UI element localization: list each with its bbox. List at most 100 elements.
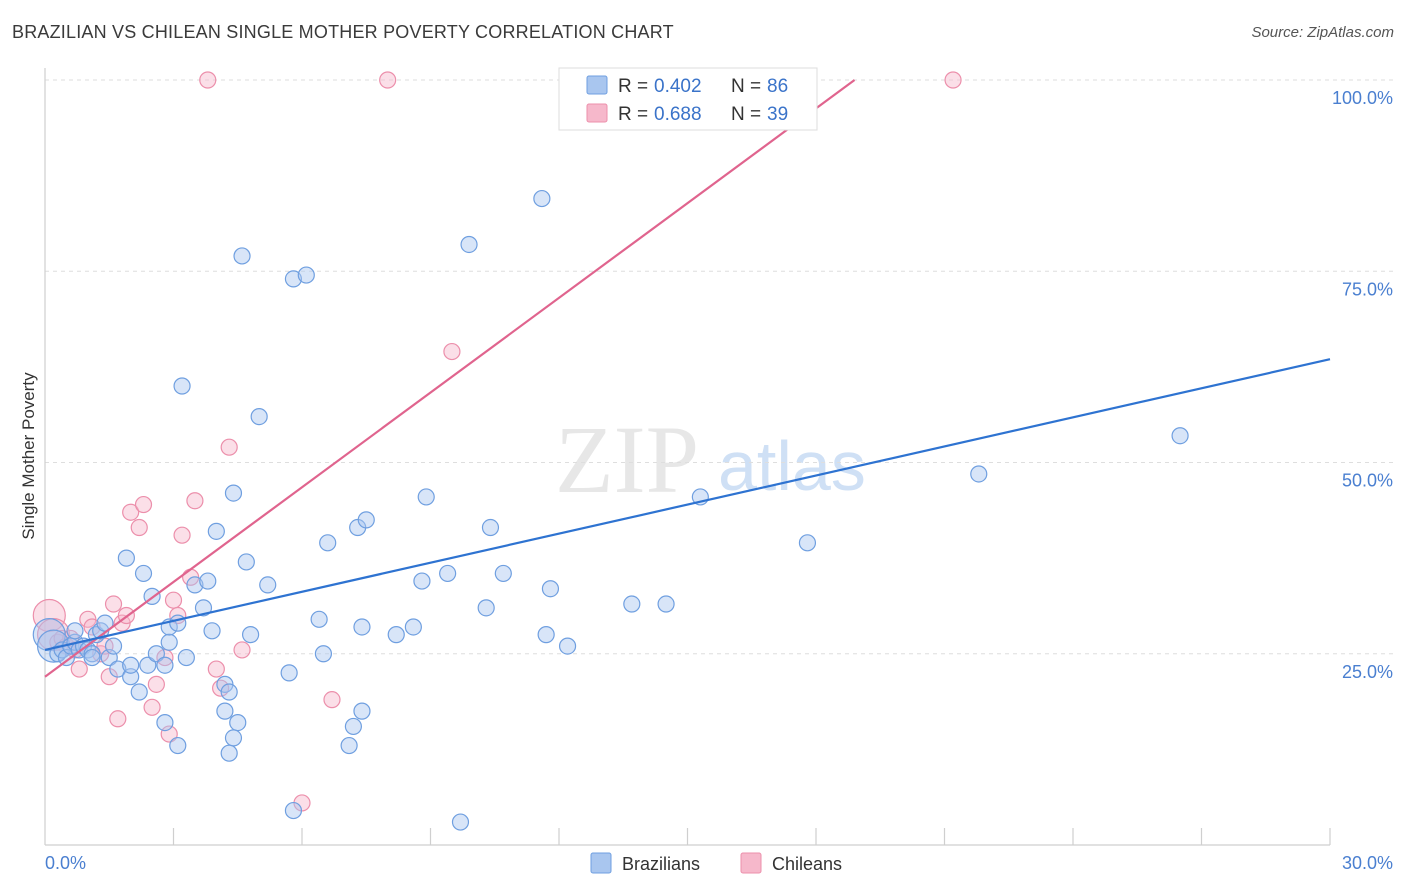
brazilians-point bbox=[310, 610, 328, 628]
chileans-point bbox=[104, 595, 123, 613]
brazilians-point bbox=[220, 744, 238, 762]
brazilians-point bbox=[203, 622, 221, 640]
brazilians-point bbox=[284, 270, 303, 288]
brazilians-point bbox=[250, 408, 268, 426]
y-tick-label-25: 25.0% bbox=[1342, 662, 1393, 682]
brazilians-point bbox=[130, 683, 148, 701]
brazilians-point bbox=[1171, 427, 1189, 445]
chileans-point bbox=[443, 342, 461, 361]
brazilians-point bbox=[139, 656, 157, 674]
legend-swatch-chileans bbox=[586, 103, 608, 123]
bottom-legend-label-chileans: Chileans bbox=[772, 854, 842, 874]
brazilians-point bbox=[413, 572, 431, 590]
chileans-point bbox=[207, 660, 225, 678]
brazilians-point bbox=[451, 813, 470, 831]
brazilians-point bbox=[970, 465, 988, 483]
y-tick-label-100: 100.0% bbox=[1332, 88, 1393, 108]
brazilians-point bbox=[220, 683, 238, 701]
y-axis-label: Single Mother Poverty bbox=[19, 372, 38, 540]
legend-n-value-chileans: 39 bbox=[767, 104, 788, 125]
brazilians-point bbox=[314, 645, 333, 663]
brazilians-point bbox=[357, 511, 375, 529]
legend-r-value-chileans: 0.688 bbox=[654, 104, 702, 125]
chileans-point bbox=[173, 526, 191, 544]
legend-swatch-brazilians bbox=[586, 75, 608, 95]
brazilians-point bbox=[353, 618, 371, 636]
brazilians-point bbox=[156, 713, 174, 732]
brazilians-point bbox=[194, 599, 213, 617]
watermark-zip: ZIP bbox=[555, 406, 699, 513]
chileans-point bbox=[70, 660, 88, 678]
brazilians-point bbox=[477, 599, 495, 617]
legend-n-label-chileans: N = bbox=[731, 104, 761, 125]
chileans-point bbox=[164, 591, 183, 609]
chileans-point bbox=[143, 698, 161, 716]
chileans-point bbox=[944, 71, 962, 89]
brazilians-point bbox=[169, 736, 187, 755]
series-brazilians bbox=[32, 71, 1189, 831]
chileans-point bbox=[130, 518, 148, 537]
brazilians-point bbox=[233, 247, 251, 265]
brazilians-point bbox=[147, 645, 165, 663]
brazilians-point bbox=[134, 564, 153, 583]
brazilians-point bbox=[280, 664, 298, 682]
brazilians-point bbox=[66, 622, 84, 640]
brazilians-point bbox=[284, 801, 303, 820]
brazilians-point bbox=[109, 660, 127, 678]
brazilians-point bbox=[83, 648, 101, 667]
brazilians-point bbox=[224, 484, 243, 502]
brazilians-point bbox=[657, 595, 675, 613]
legend-r-label-brazilians: R = bbox=[618, 76, 648, 97]
brazilians-point bbox=[186, 576, 204, 594]
chart-title: BRAZILIAN VS CHILEAN SINGLE MOTHER POVER… bbox=[12, 22, 674, 42]
y-tick-label-50: 50.0% bbox=[1342, 471, 1393, 491]
chart-source: Source: ZipAtlas.com bbox=[1251, 24, 1394, 41]
brazilians-point bbox=[481, 518, 500, 537]
brazilians-point bbox=[537, 626, 555, 644]
legend-n-label-brazilians: N = bbox=[731, 76, 761, 97]
x-tick-label-min: 0.0% bbox=[45, 853, 86, 873]
brazilians-point bbox=[224, 729, 243, 747]
brazilians-point bbox=[216, 702, 234, 720]
legend-n-value-brazilians: 86 bbox=[767, 76, 788, 97]
chileans-point bbox=[199, 71, 217, 89]
brazilians-point bbox=[623, 595, 641, 613]
brazilians-point bbox=[353, 702, 371, 720]
legend-r-label-chileans: R = bbox=[618, 104, 648, 125]
chileans-point bbox=[220, 438, 238, 456]
brazilians-point bbox=[340, 736, 358, 755]
brazilians-point bbox=[199, 572, 217, 590]
brazilians-point bbox=[242, 626, 260, 644]
brazilians-point bbox=[344, 717, 362, 736]
brazilians-point bbox=[83, 645, 101, 663]
brazilians-point bbox=[177, 648, 195, 667]
brazilians-point bbox=[207, 522, 225, 540]
brazilians-point bbox=[104, 637, 123, 655]
trend-line-brazilians bbox=[44, 358, 1331, 651]
trend-lines bbox=[44, 79, 1331, 678]
y-tick-labels: 25.0% 50.0% 75.0% 100.0% bbox=[1332, 88, 1393, 682]
chileans-point bbox=[186, 492, 204, 510]
brazilians-point bbox=[387, 626, 405, 644]
brazilians-point bbox=[156, 656, 174, 674]
x-ticks bbox=[172, 828, 1331, 845]
chileans-point bbox=[233, 641, 251, 659]
brazilians-point bbox=[533, 189, 551, 208]
brazilians-point bbox=[173, 377, 191, 395]
chileans-point bbox=[379, 71, 397, 89]
brazilians-point bbox=[160, 633, 178, 651]
brazilians-point bbox=[297, 266, 315, 284]
series-legend: Brazilians Chileans bbox=[590, 852, 842, 874]
brazilians-point bbox=[494, 564, 512, 583]
x-tick-label-max: 30.0% bbox=[1342, 853, 1393, 873]
bottom-legend-swatch-brazilians bbox=[590, 852, 612, 874]
brazilians-point bbox=[439, 564, 457, 583]
chileans-point bbox=[134, 495, 153, 514]
legend-r-value-brazilians: 0.402 bbox=[654, 76, 702, 97]
brazilians-point bbox=[541, 580, 560, 598]
chileans-point bbox=[147, 675, 165, 693]
brazilians-point bbox=[259, 576, 277, 594]
correlation-legend: R = 0.402 N = 86 R = 0.688 N = 39 bbox=[558, 67, 818, 131]
brazilians-point bbox=[122, 656, 140, 674]
